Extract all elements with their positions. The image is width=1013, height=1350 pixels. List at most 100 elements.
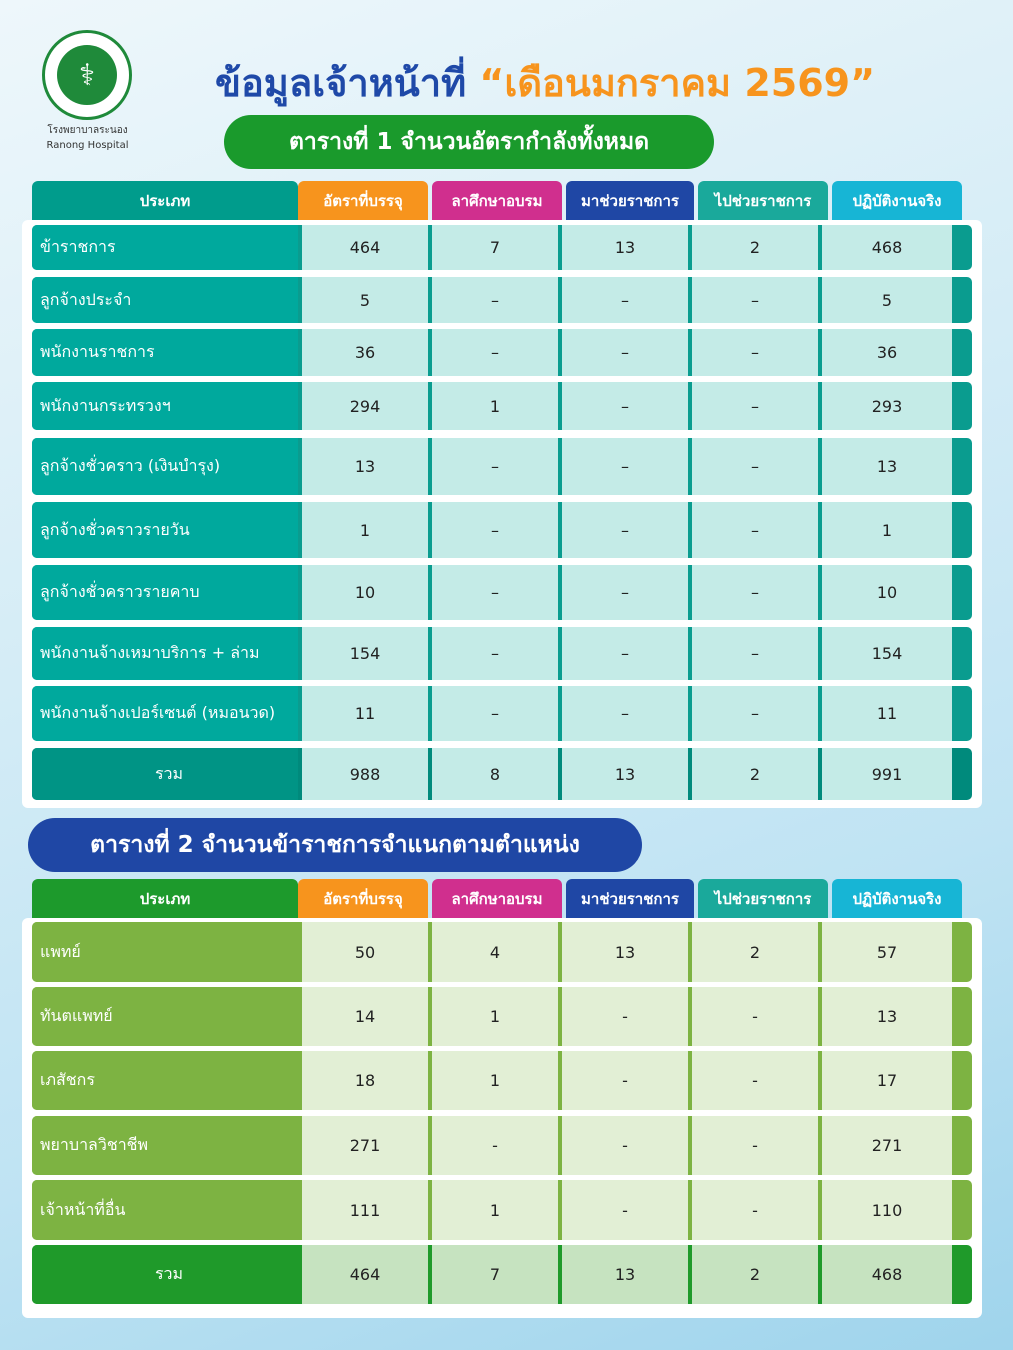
row-label: ลูกจ้างชั่วคราวรายวัน — [32, 502, 298, 558]
column-header: ลาศึกษาอบรม — [432, 181, 562, 220]
table-row: ทันตแพทย์ 14 1- -13 — [32, 987, 972, 1046]
column-header: ปฏิบัติงานจริง — [832, 879, 962, 918]
cell-value: – — [432, 329, 558, 376]
cell-value: 17 — [822, 1051, 952, 1110]
row-label: ทันตแพทย์ — [32, 987, 298, 1046]
row-label: รวม — [32, 1245, 298, 1304]
cell-value: - — [692, 1051, 818, 1110]
cell-value: 36 — [822, 329, 952, 376]
page-title: ข้อมูลเจ้าหน้าที่ “เดือนมกราคม 2569” — [215, 52, 875, 113]
cell-value: 13 — [562, 225, 688, 270]
cell-value: 5 — [302, 277, 428, 323]
column-header: ลาศึกษาอบรม — [432, 879, 562, 918]
cell-value: - — [432, 1116, 558, 1175]
title-month: “เดือนมกราคม 2569” — [479, 61, 876, 105]
column-header: อัตราที่บรรจุ — [298, 181, 428, 220]
cell-value: 4 — [432, 922, 558, 982]
column-header: อัตราที่บรรจุ — [298, 879, 428, 918]
cell-value: 14 — [302, 987, 428, 1046]
cell-value: 13 — [822, 987, 952, 1046]
table-row: พนักงานกระทรวงฯ 294 1– –293 — [32, 382, 972, 430]
cell-value: 11 — [822, 686, 952, 741]
cell-value: 988 — [302, 748, 428, 800]
cell-value: 111 — [302, 1180, 428, 1240]
cell-value: - — [692, 1116, 818, 1175]
cell-value: – — [432, 438, 558, 495]
cell-value: 10 — [822, 565, 952, 620]
cell-value: – — [562, 277, 688, 323]
cell-value: – — [692, 627, 818, 680]
cell-value: – — [562, 627, 688, 680]
total-row: รวม 988 8 13 2 991 — [32, 748, 972, 800]
column-header: ปฏิบัติงานจริง — [832, 181, 962, 220]
title-main: ข้อมูลเจ้าหน้าที่ — [215, 61, 467, 105]
cell-value: 13 — [562, 748, 688, 800]
table1-title: ตารางที่ 1 จำนวนอัตรากำลังทั้งหมด — [224, 115, 714, 169]
cell-value: – — [692, 438, 818, 495]
cell-value: – — [562, 565, 688, 620]
cell-value: 271 — [822, 1116, 952, 1175]
hospital-name-th: โรงพยาบาลระนอง — [47, 125, 128, 136]
cell-value: 2 — [692, 225, 818, 270]
row-label: เภสัชกร — [32, 1051, 298, 1110]
cell-value: – — [562, 502, 688, 558]
cell-value: – — [692, 329, 818, 376]
cell-value: 8 — [432, 748, 558, 800]
cell-value: 57 — [822, 922, 952, 982]
table-row: ลูกจ้างชั่วคราวรายคาบ 10– – –10 — [32, 565, 972, 620]
cell-value: 13 — [562, 922, 688, 982]
cell-value: 2 — [692, 1245, 818, 1304]
cell-value: – — [432, 686, 558, 741]
cell-value: 154 — [822, 627, 952, 680]
row-label: ข้าราชการ — [32, 225, 298, 270]
total-row: รวม 464 7 13 2 468 — [32, 1245, 972, 1304]
row-label: พนักงานราชการ — [32, 329, 298, 376]
cell-value: 294 — [302, 382, 428, 430]
cell-value: 1 — [432, 1180, 558, 1240]
cell-value: 1 — [822, 502, 952, 558]
cell-value: – — [432, 565, 558, 620]
row-label: ลูกจ้างชั่วคราวรายคาบ — [32, 565, 298, 620]
cell-value: 11 — [302, 686, 428, 741]
caduceus-icon: ⚕ — [57, 45, 117, 105]
row-label: แพทย์ — [32, 922, 298, 982]
cell-value: – — [562, 438, 688, 495]
cell-value: 110 — [822, 1180, 952, 1240]
cell-value: 7 — [432, 1245, 558, 1304]
cell-value: - — [562, 1180, 688, 1240]
cell-value: 991 — [822, 748, 952, 800]
table2-title: ตารางที่ 2 จำนวนข้าราชการจำแนกตามตำแหน่ง — [28, 818, 642, 872]
table-row: แพทย์ 50 4 13 2 57 — [32, 922, 972, 982]
cell-value: 293 — [822, 382, 952, 430]
cell-value: 468 — [822, 1245, 952, 1304]
column-header: ประเภท — [32, 879, 298, 918]
column-header: มาช่วยราชการ — [566, 181, 694, 220]
cell-value: - — [562, 1051, 688, 1110]
cell-value: – — [432, 627, 558, 680]
cell-value: 271 — [302, 1116, 428, 1175]
cell-value: – — [562, 686, 688, 741]
row-label: ลูกจ้างประจำ — [32, 277, 298, 323]
cell-value: - — [692, 1180, 818, 1240]
row-label: พยาบาลวิชาชีพ — [32, 1116, 298, 1175]
table-row: ข้าราชการ 464 7 13 2 468 — [32, 225, 972, 270]
cell-value: – — [432, 277, 558, 323]
cell-value: 1 — [432, 382, 558, 430]
cell-value: – — [562, 382, 688, 430]
cell-value: 10 — [302, 565, 428, 620]
cell-value: 464 — [302, 225, 428, 270]
row-label: ลูกจ้างชั่วคราว (เงินบำรุง) — [32, 438, 298, 495]
row-label: พนักงานจ้างเหมาบริการ + ล่าม — [32, 627, 298, 680]
table-row: พยาบาลวิชาชีพ 271- - -271 — [32, 1116, 972, 1175]
cell-value: – — [432, 502, 558, 558]
cell-value: – — [562, 329, 688, 376]
cell-value: 468 — [822, 225, 952, 270]
moph-logo: ⚕ — [42, 30, 132, 120]
cell-value: 5 — [822, 277, 952, 323]
cell-value: 50 — [302, 922, 428, 982]
cell-value: 2 — [692, 748, 818, 800]
cell-value: - — [692, 987, 818, 1046]
row-label: พนักงานจ้างเปอร์เซนต์ (หมอนวด) — [32, 686, 298, 741]
cell-value: - — [562, 987, 688, 1046]
table-row: เจ้าหน้าที่อื่น 111 1- -110 — [32, 1180, 972, 1240]
